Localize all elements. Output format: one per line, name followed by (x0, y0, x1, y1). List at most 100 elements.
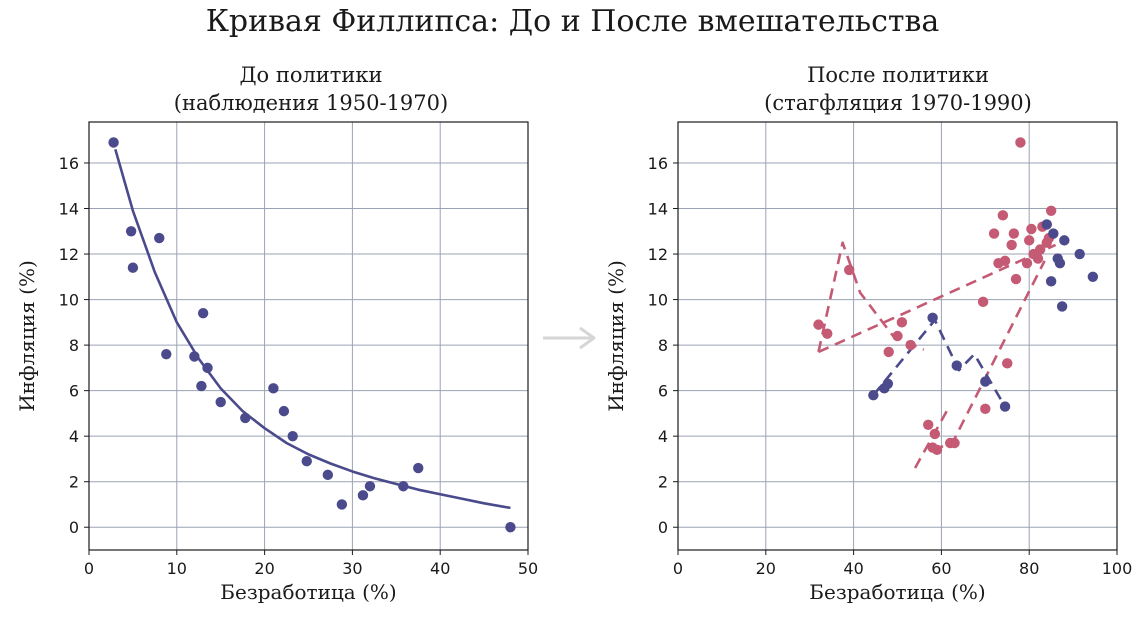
right-arrow-icon (543, 326, 596, 350)
dashed-trend-line (932, 260, 1046, 452)
y-tick-label: 16 (648, 154, 668, 173)
x-tick-label: 80 (1019, 559, 1039, 578)
data-point (357, 490, 369, 501)
data-point (1021, 257, 1033, 269)
data-point (844, 264, 855, 276)
y-axis-label: Инфляция (%) (15, 260, 39, 412)
data-point (1074, 248, 1085, 260)
chart-panel-1: 0 10 20 30 40 50 0 2 4 6 8 10 12 14 16 До политики (набл… (15, 63, 538, 604)
data-point (1041, 219, 1052, 230)
x-tick-label: 60 (931, 559, 951, 578)
chart-panel-2: 0 20 40 60 80 100 0 2 4 6 8 10 12 14 16 После политики (… (604, 63, 1132, 604)
data-point (1026, 223, 1037, 235)
dashed-trend-line (817, 243, 1057, 354)
data-point (929, 428, 941, 440)
data-point (336, 499, 348, 510)
data-point (127, 262, 139, 273)
y-tick-label: 12 (59, 245, 79, 264)
data-point (813, 319, 824, 330)
y-tick-label: 14 (59, 200, 79, 219)
x-tick-label: 30 (342, 559, 362, 578)
data-point (215, 396, 226, 408)
data-point (1045, 276, 1057, 287)
data-point (413, 462, 424, 474)
chart-subtitle-line: (наблюдения 1950-1970) (174, 91, 448, 115)
data-point (108, 137, 119, 148)
x-axis-label: Безработица (%) (809, 580, 985, 604)
dashed-trend-line (913, 408, 950, 469)
x-tick-label: 0 (84, 559, 94, 578)
y-tick-label: 2 (69, 473, 79, 492)
x-tick-label: 0 (673, 559, 683, 578)
data-point (977, 296, 989, 308)
data-point (997, 210, 1009, 221)
data-point (202, 362, 213, 374)
data-point (999, 255, 1011, 267)
data-point (949, 437, 960, 449)
data-point (1087, 271, 1099, 283)
data-point (1045, 205, 1057, 216)
y-tick-label: 0 (69, 518, 79, 537)
y-tick-label: 4 (69, 427, 79, 446)
data-point (980, 403, 991, 415)
data-point (268, 383, 279, 394)
data-point (931, 444, 943, 456)
data-point (196, 380, 207, 392)
dashed-trend-line (817, 241, 925, 353)
data-point (1023, 235, 1035, 246)
y-tick-label: 4 (658, 427, 668, 446)
y-axis-label: Инфляция (%) (604, 260, 628, 412)
chart-subtitle-line: (стагфляция 1970-1990) (764, 91, 1032, 115)
data-point (1008, 228, 1020, 239)
data-point (197, 308, 209, 319)
x-tick-label: 40 (430, 559, 450, 578)
data-point (154, 232, 165, 244)
data-point (882, 378, 894, 390)
main-title: Кривая Филлипса: До и После вмешательств… (205, 4, 940, 39)
data-point (999, 401, 1011, 412)
data-point (1048, 228, 1059, 239)
x-tick-label: 100 (1102, 559, 1133, 578)
x-tick-label: 10 (167, 559, 187, 578)
data-point (125, 226, 137, 237)
y-tick-label: 16 (59, 154, 79, 173)
data-point (905, 339, 916, 351)
data-point (822, 328, 833, 339)
data-point (883, 346, 894, 358)
data-point (505, 522, 516, 533)
y-tick-label: 14 (648, 200, 668, 219)
chart-subtitle-line: До политики (239, 63, 382, 87)
data-point (988, 228, 1000, 239)
data-point (1059, 235, 1070, 246)
data-point (161, 349, 172, 360)
data-point (1034, 244, 1046, 255)
data-point (322, 469, 334, 481)
y-tick-label: 10 (648, 291, 668, 310)
data-point (927, 312, 938, 323)
data-point (1054, 257, 1066, 269)
dashed-trend-line (872, 318, 1007, 408)
data-point (189, 351, 200, 362)
y-tick-label: 0 (658, 518, 668, 537)
data-point (1056, 301, 1068, 312)
data-point (1015, 137, 1026, 148)
data-point (364, 481, 376, 492)
data-point (278, 405, 290, 417)
fit-curve (114, 148, 511, 510)
data-point (1006, 239, 1017, 251)
data-point (951, 360, 962, 371)
data-point (398, 481, 409, 492)
data-point (980, 376, 991, 387)
plot-frame (88, 121, 529, 551)
data-point (301, 456, 312, 467)
y-tick-label: 12 (648, 245, 668, 264)
data-point (287, 430, 298, 442)
y-tick-label: 6 (69, 382, 79, 401)
data-point (240, 412, 251, 424)
arrow-head (579, 326, 596, 350)
x-tick-label: 20 (254, 559, 274, 578)
data-point (1010, 273, 1022, 285)
x-tick-label: 50 (518, 559, 538, 578)
